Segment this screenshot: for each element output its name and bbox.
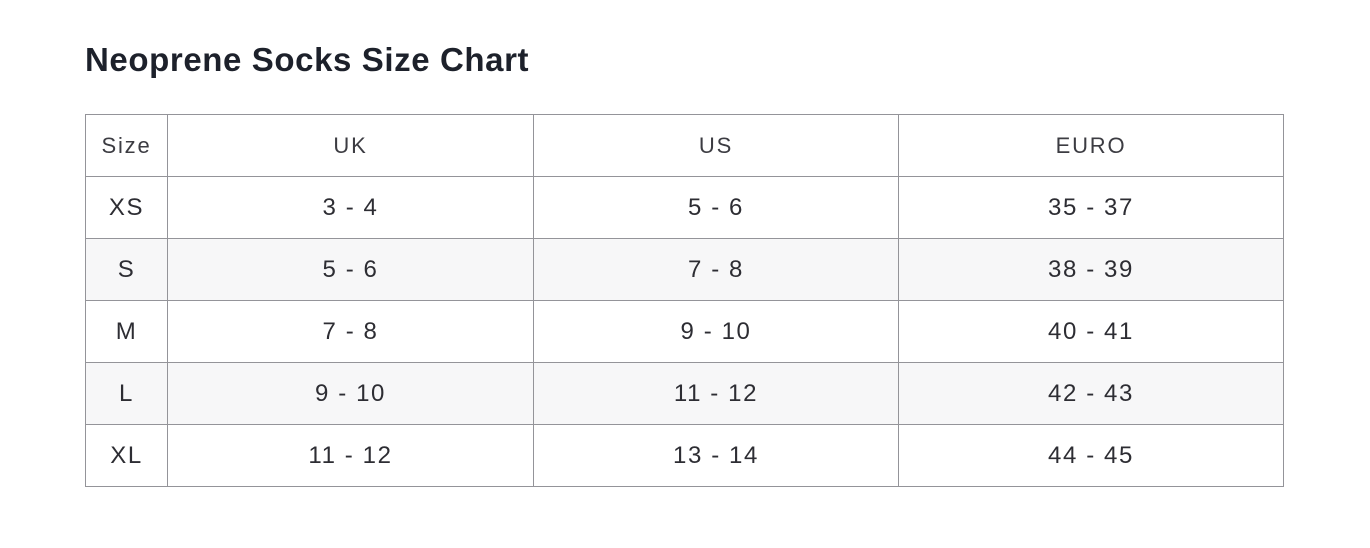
size-cell: XS [85,176,168,239]
us-cell: 5 - 6 [533,176,899,239]
table-row: M 7 - 8 9 - 10 40 - 41 [85,300,1284,363]
euro-cell: 42 - 43 [898,362,1284,425]
size-cell: S [85,238,168,301]
table-row: S 5 - 6 7 - 8 38 - 39 [85,238,1284,301]
uk-cell: 11 - 12 [167,424,534,487]
us-cell: 11 - 12 [533,362,899,425]
page-title: Neoprene Socks Size Chart [85,41,530,78]
uk-cell: 7 - 8 [167,300,534,363]
size-cell: XL [85,424,168,487]
uk-cell: 3 - 4 [167,176,534,239]
column-header-size: Size [85,114,168,177]
size-cell: L [85,362,168,425]
column-header-us: US [533,114,899,177]
table-header-row: Size UK US EURO [85,114,1284,177]
uk-cell: 9 - 10 [167,362,534,425]
column-header-uk: UK [167,114,534,177]
column-header-euro: EURO [898,114,1284,177]
size-chart-table: Size UK US EURO XS 3 - 4 5 - 6 35 - 37 S… [85,114,1284,487]
table-row: XL 11 - 12 13 - 14 44 - 45 [85,424,1284,487]
size-cell: M [85,300,168,363]
table-row: L 9 - 10 11 - 12 42 - 43 [85,362,1284,425]
us-cell: 7 - 8 [533,238,899,301]
euro-cell: 44 - 45 [898,424,1284,487]
uk-cell: 5 - 6 [167,238,534,301]
us-cell: 13 - 14 [533,424,899,487]
euro-cell: 35 - 37 [898,176,1284,239]
us-cell: 9 - 10 [533,300,899,363]
euro-cell: 38 - 39 [898,238,1284,301]
content-area: Neoprene Socks Size Chart Size UK US EUR… [85,41,1284,487]
table-row: XS 3 - 4 5 - 6 35 - 37 [85,176,1284,239]
euro-cell: 40 - 41 [898,300,1284,363]
